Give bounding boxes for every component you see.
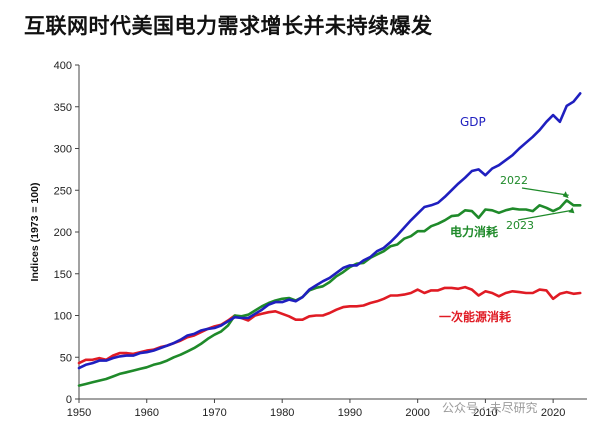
chart-title: 互联网时代美国电力需求增长并未持续爆发 xyxy=(24,14,433,38)
arrowhead-2023 xyxy=(568,207,575,214)
x-tick-label: 1950 xyxy=(67,407,91,419)
y-tick-label: 100 xyxy=(54,311,72,323)
y-tick-label: 400 xyxy=(54,60,72,72)
y-tick-label: 350 xyxy=(54,102,72,114)
y-tick-label: 50 xyxy=(60,352,72,364)
y-axis-label: Indices (1973 = 100) xyxy=(29,183,41,282)
arrowhead-2022 xyxy=(562,191,569,199)
arrow-2022 xyxy=(521,187,569,196)
x-tick-label: 2010 xyxy=(473,407,497,419)
series-line-1 xyxy=(77,199,582,387)
label-year-2022: 2022 xyxy=(500,174,528,187)
x-tick-label: 1980 xyxy=(270,407,294,419)
annotations: GDP 2022 电力消耗 2023 一次能源消耗 xyxy=(439,115,575,324)
x-tick-label: 1960 xyxy=(134,407,158,419)
y-tick-label: 250 xyxy=(54,185,72,197)
x-tick-label: 2000 xyxy=(405,407,429,419)
axes: 0 50 100 150 200 250 300 350 400 1950 1960 1970 1980… xyxy=(54,60,587,419)
label-primary-energy: 一次能源消耗 xyxy=(439,309,511,324)
series-group xyxy=(77,92,582,387)
label-year-2023: 2023 xyxy=(506,219,534,232)
arrow-2023 xyxy=(517,209,573,221)
watermark: 公众号 · 未尽研究 xyxy=(442,400,537,415)
x-tick-label: 1970 xyxy=(202,407,226,419)
y-tick-label: 300 xyxy=(54,144,72,156)
x-tick-label: 1990 xyxy=(338,407,362,419)
y-tick-label: 200 xyxy=(54,227,72,239)
label-gdp: GDP xyxy=(460,115,486,129)
x-tick-label: 2020 xyxy=(541,407,565,419)
y-tick-label: 0 xyxy=(66,394,72,406)
y-tick-label: 150 xyxy=(54,269,72,281)
label-electricity: 电力消耗 xyxy=(450,224,498,239)
series-line-0 xyxy=(77,92,582,370)
